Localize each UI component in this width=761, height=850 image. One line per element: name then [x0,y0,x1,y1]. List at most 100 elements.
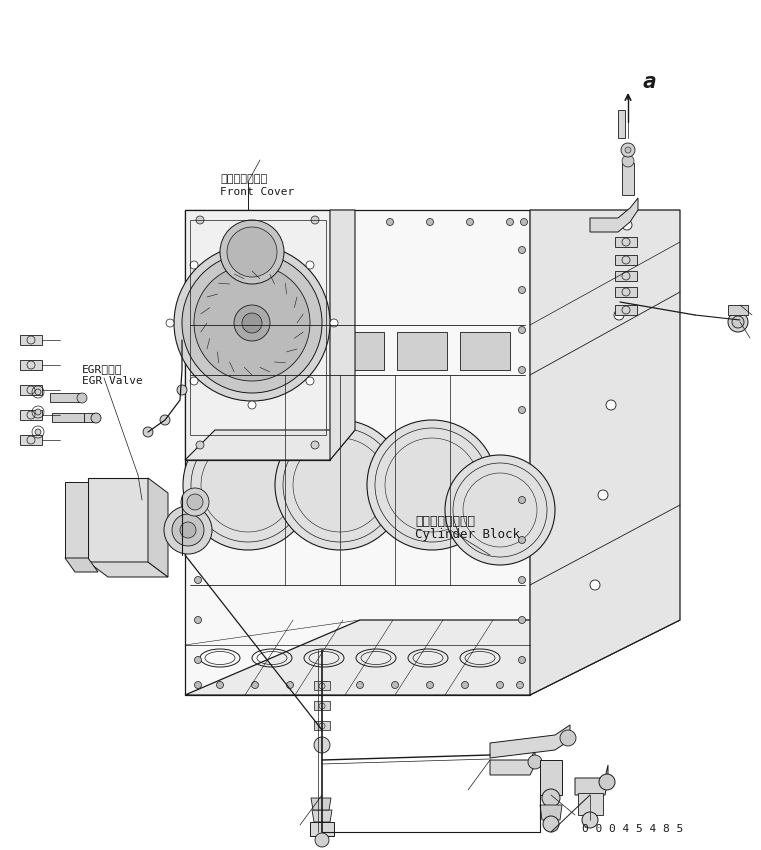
Circle shape [507,218,514,225]
Circle shape [445,455,555,565]
Circle shape [234,305,270,341]
Polygon shape [65,482,88,558]
Polygon shape [185,430,355,460]
Bar [20,360,42,370]
Bar [618,110,625,138]
Polygon shape [312,810,332,822]
Circle shape [518,406,526,413]
Circle shape [182,253,322,393]
Circle shape [426,682,434,688]
Circle shape [91,413,101,423]
Circle shape [195,616,202,624]
Circle shape [143,427,153,437]
Bar [615,271,637,281]
Bar [615,255,637,265]
Circle shape [275,420,405,550]
Circle shape [248,237,256,245]
Text: Cylinder Block: Cylinder Block [415,528,520,541]
Bar [84,413,96,422]
Circle shape [195,286,202,293]
Polygon shape [590,198,638,232]
Circle shape [466,218,473,225]
Circle shape [321,682,329,688]
Polygon shape [65,558,98,572]
Circle shape [622,155,634,167]
Bar [540,760,562,795]
Circle shape [599,774,615,790]
Circle shape [307,218,314,225]
Bar [52,413,84,422]
Circle shape [35,409,41,415]
Circle shape [195,326,202,333]
Circle shape [518,246,526,253]
Circle shape [194,265,310,381]
Polygon shape [88,562,168,577]
Text: EGR Valve: EGR Valve [82,376,143,386]
Polygon shape [490,750,535,775]
Polygon shape [185,210,330,460]
Polygon shape [185,620,680,695]
Bar [578,793,603,815]
Circle shape [195,656,202,664]
Circle shape [306,261,314,269]
Circle shape [181,488,209,516]
Circle shape [227,227,277,277]
Circle shape [220,220,284,284]
Circle shape [518,656,526,664]
Circle shape [196,441,204,449]
Circle shape [518,286,526,293]
Polygon shape [314,721,330,730]
Circle shape [387,218,393,225]
Circle shape [286,682,294,688]
Circle shape [196,216,204,224]
Circle shape [248,401,256,409]
Circle shape [195,366,202,373]
Bar [622,163,634,195]
Circle shape [315,833,329,847]
Polygon shape [311,798,331,810]
Circle shape [732,316,744,328]
Circle shape [518,616,526,624]
Circle shape [461,682,469,688]
Circle shape [621,143,635,157]
Polygon shape [575,765,608,795]
Polygon shape [148,478,168,577]
Circle shape [251,682,259,688]
Circle shape [160,415,170,425]
Text: EGRバルブ: EGRバルブ [82,364,123,374]
Bar [460,332,510,370]
Circle shape [314,737,330,753]
Circle shape [590,580,600,590]
Circle shape [614,310,624,320]
Circle shape [195,218,202,225]
Circle shape [521,218,527,225]
Polygon shape [310,822,334,836]
Circle shape [543,816,559,832]
Bar [334,332,384,370]
Circle shape [330,319,338,327]
Circle shape [367,420,497,550]
Polygon shape [88,478,148,562]
Text: フロントカバー: フロントカバー [220,174,267,184]
Circle shape [356,682,364,688]
Circle shape [391,682,399,688]
Circle shape [35,429,41,435]
Text: a: a [642,72,655,92]
Circle shape [528,755,542,769]
Text: Front Cover: Front Cover [220,187,295,197]
Circle shape [518,536,526,543]
Circle shape [195,406,202,413]
Circle shape [518,326,526,333]
Circle shape [195,246,202,253]
Circle shape [77,393,87,403]
Circle shape [518,496,526,503]
Circle shape [177,385,187,395]
Circle shape [311,216,319,224]
Circle shape [560,730,576,746]
Bar [397,332,447,370]
Circle shape [190,261,198,269]
Circle shape [598,490,608,500]
Polygon shape [530,210,680,695]
Circle shape [183,420,313,550]
Bar [20,335,42,345]
